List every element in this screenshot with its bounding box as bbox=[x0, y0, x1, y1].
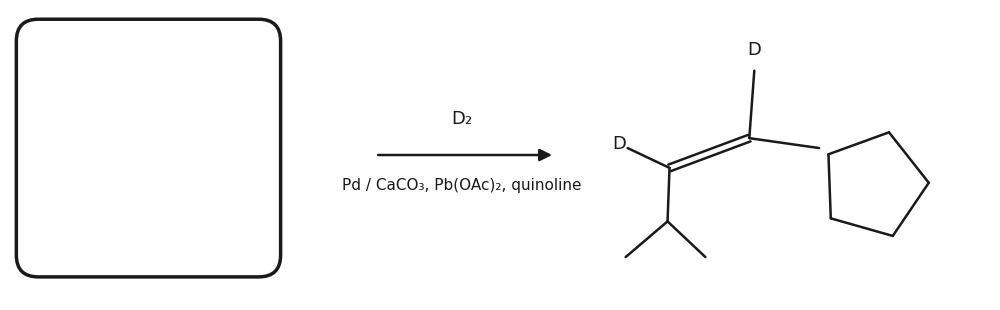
Text: D: D bbox=[613, 135, 627, 153]
FancyBboxPatch shape bbox=[16, 19, 281, 277]
Text: Pd / CaCO₃, Pb(OAc)₂, quinoline: Pd / CaCO₃, Pb(OAc)₂, quinoline bbox=[342, 178, 582, 193]
Text: D₂: D₂ bbox=[452, 110, 473, 128]
Text: D: D bbox=[747, 41, 761, 59]
